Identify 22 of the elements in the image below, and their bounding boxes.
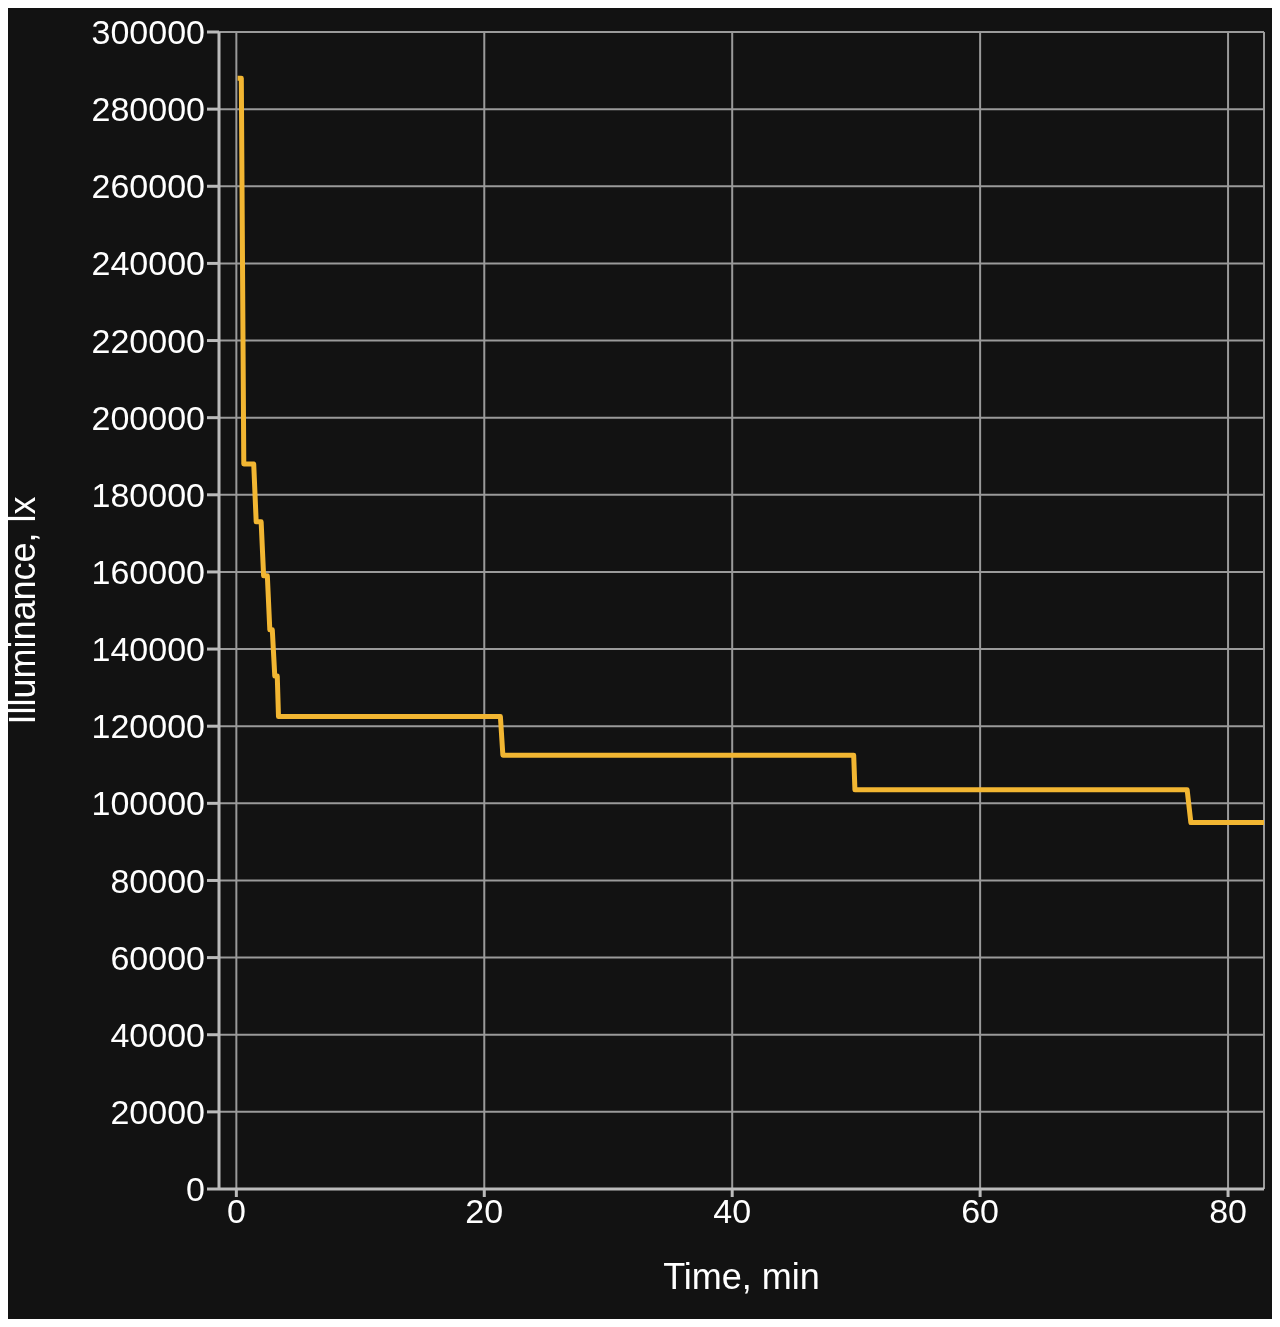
y-tick-label: 120000 bbox=[91, 707, 205, 746]
y-tick-label: 300000 bbox=[91, 13, 205, 52]
x-tick-label: 40 bbox=[713, 1192, 752, 1231]
y-tick-label: 160000 bbox=[91, 553, 205, 591]
x-tick-label: 60 bbox=[961, 1192, 1000, 1231]
y-tick-label: 220000 bbox=[91, 321, 205, 360]
y-tick-label: 100000 bbox=[91, 784, 205, 823]
y-tick-label: 80000 bbox=[110, 861, 205, 900]
y-tick-label: 20000 bbox=[110, 1092, 205, 1131]
y-tick-label: 180000 bbox=[91, 475, 205, 514]
y-axis-title: Illuminance, lx bbox=[1, 496, 43, 725]
y-tick-label: 200000 bbox=[91, 398, 205, 437]
y-tick-label: 40000 bbox=[110, 1015, 205, 1054]
x-tick-label: 0 bbox=[226, 1192, 246, 1231]
x-tick-label: 80 bbox=[1209, 1192, 1247, 1231]
x-axis-title: Time, min bbox=[663, 1256, 820, 1297]
x-tick-label: 20 bbox=[465, 1192, 504, 1231]
y-tick-label: 60000 bbox=[110, 938, 205, 977]
y-tick-label: 260000 bbox=[91, 167, 205, 206]
y-tick-label: 240000 bbox=[91, 244, 205, 283]
y-tick-label: 140000 bbox=[91, 630, 205, 669]
y-tick-label: 280000 bbox=[91, 90, 205, 129]
